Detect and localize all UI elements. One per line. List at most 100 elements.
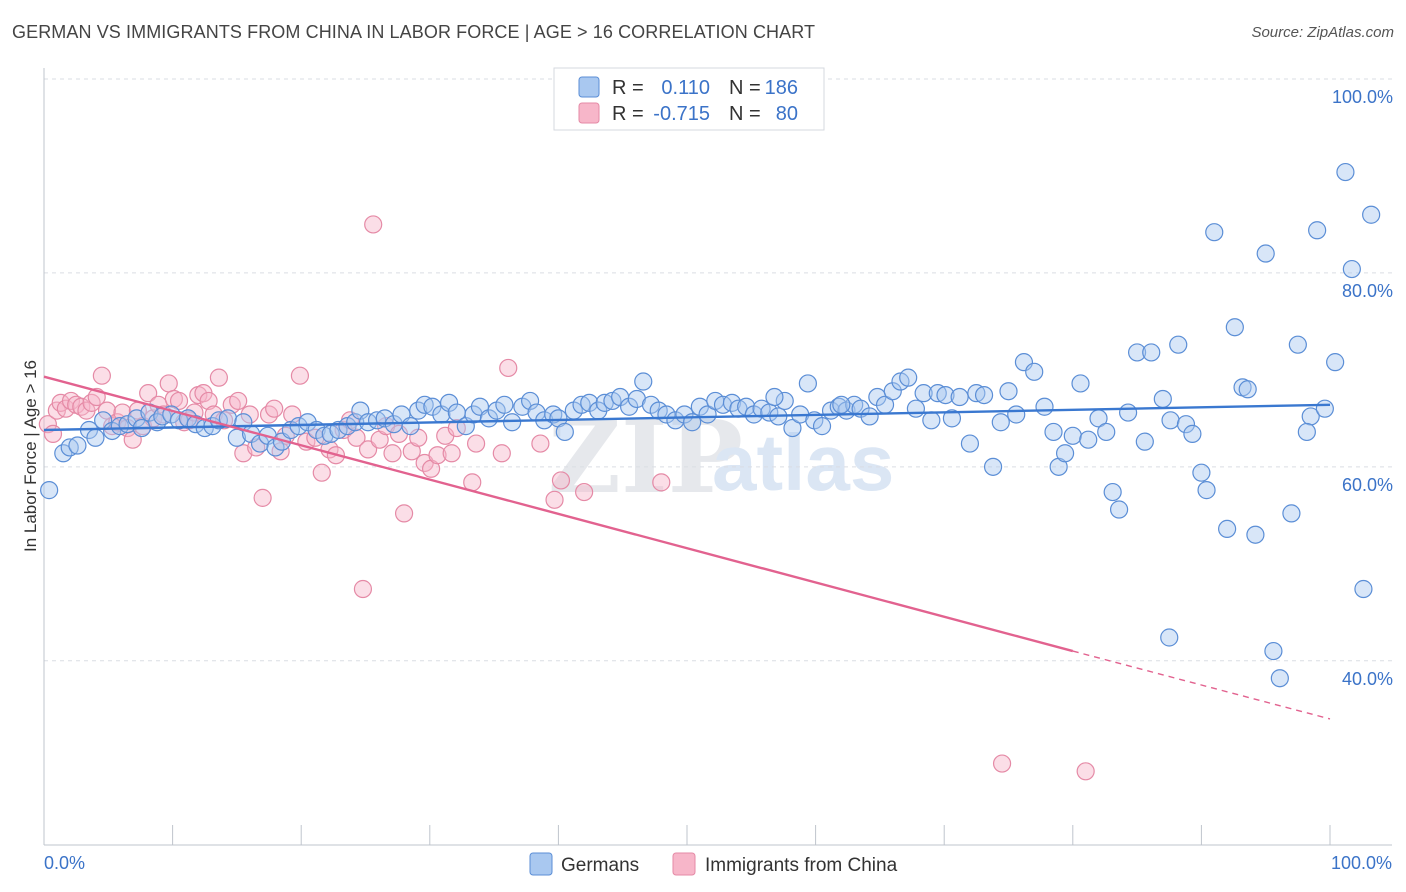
germans-point xyxy=(1160,628,1179,647)
stats-pink-n-label: N = xyxy=(729,103,761,125)
china-point xyxy=(259,405,279,424)
stats-blue-r-label: R = xyxy=(612,77,644,99)
x-tick-label-left: 0.0% xyxy=(44,853,85,873)
germans-point xyxy=(950,387,969,407)
china-point xyxy=(466,434,486,453)
germans-point xyxy=(68,436,87,455)
germans-point xyxy=(1109,500,1129,519)
germans-point xyxy=(1153,389,1172,409)
china-point xyxy=(652,473,671,492)
china-trend-line-extension xyxy=(1072,650,1331,720)
china-point xyxy=(492,444,511,463)
germans-point xyxy=(401,417,420,436)
germans-point xyxy=(148,413,167,432)
germans-point xyxy=(1183,424,1202,443)
germans-point xyxy=(1161,411,1180,430)
y-tick-label: 100.0% xyxy=(1332,87,1393,107)
germans-point xyxy=(1142,343,1161,362)
stats-swatch-blue xyxy=(578,76,600,98)
germans-point xyxy=(1218,519,1237,539)
stats-blue-r-value: 0.110 xyxy=(661,77,710,99)
germans-point xyxy=(1326,353,1345,372)
germans-point xyxy=(1288,335,1307,354)
germans-point xyxy=(1135,432,1154,451)
germans-point xyxy=(1270,669,1289,688)
germans-point xyxy=(1256,244,1275,263)
legend-swatch-china xyxy=(672,852,696,876)
stats-blue-n-label: N = xyxy=(729,77,761,99)
germans-point xyxy=(991,413,1010,432)
germans-point xyxy=(942,409,962,428)
germans-point xyxy=(832,395,851,414)
china-point xyxy=(992,754,1012,773)
germans-point xyxy=(634,372,653,391)
germans-point xyxy=(1297,422,1316,442)
germans-point xyxy=(999,382,1018,401)
germans-point xyxy=(1055,444,1075,463)
germans-point xyxy=(1079,430,1098,449)
china-point xyxy=(43,424,63,443)
germans-point xyxy=(439,393,459,412)
china-point xyxy=(199,391,218,411)
chart-title: GERMAN VS IMMIGRANTS FROM CHINA IN LABOR… xyxy=(12,22,816,42)
china-point xyxy=(38,415,57,434)
china-point xyxy=(209,368,228,387)
tick-labels: 0.0% 100.0% 40.0% 60.0% 80.0% 100.0% xyxy=(44,87,1393,873)
china-point xyxy=(394,504,414,523)
y-tick-label: 80.0% xyxy=(1342,281,1393,301)
china-point xyxy=(383,444,402,463)
germans-point xyxy=(1063,426,1082,445)
china-point xyxy=(312,463,331,482)
germans-point xyxy=(1169,335,1188,354)
stats-pink-n-value: 80 xyxy=(776,103,798,125)
germans-point xyxy=(620,397,639,416)
china-point xyxy=(428,446,447,465)
germans-point xyxy=(329,420,348,440)
germans-point xyxy=(346,413,365,432)
stats-pink-r-label: R = xyxy=(612,103,644,125)
legend-label-germans: Germans xyxy=(561,855,639,876)
germans-point xyxy=(1354,579,1373,599)
stats-blue-n-value: 186 xyxy=(765,77,798,99)
germans-point xyxy=(1192,463,1211,482)
y-axis-title: In Labor Force | Age > 16 xyxy=(21,360,40,552)
germans-point xyxy=(675,405,694,424)
germans-point xyxy=(798,374,817,393)
germans-point xyxy=(479,409,499,428)
germans-point xyxy=(936,385,955,405)
germans-point xyxy=(812,417,832,436)
x-tick-label-right: 100.0% xyxy=(1331,853,1392,873)
germans-point xyxy=(1264,641,1283,661)
chart-source: Source: ZipAtlas.com xyxy=(1251,24,1394,41)
watermark-atlas: atlas xyxy=(712,418,894,507)
germans-point xyxy=(1071,374,1090,393)
germans-point xyxy=(1315,399,1334,418)
germans-point xyxy=(40,481,59,500)
china-point xyxy=(551,471,571,490)
germans-point xyxy=(974,385,994,405)
germans-point xyxy=(1225,318,1244,337)
germans-point xyxy=(765,387,784,407)
china-trend-line xyxy=(43,375,1074,653)
trend-lines xyxy=(43,375,1331,720)
china-point xyxy=(169,391,189,411)
y-tick-label: 60.0% xyxy=(1342,475,1393,495)
china-point xyxy=(159,374,178,393)
stats-box: R = 0.110 N = 186 R = -0.715 N = 80 xyxy=(553,67,825,131)
china-point xyxy=(92,366,111,385)
germans-point xyxy=(1362,205,1381,224)
china-point xyxy=(229,391,248,411)
germans-point xyxy=(983,457,1003,476)
legend-label-china: Immigrants from China xyxy=(705,855,898,876)
china-point xyxy=(1076,762,1095,781)
china-point xyxy=(499,358,518,378)
china-point xyxy=(531,434,550,453)
germans-point xyxy=(698,405,717,424)
germans-point xyxy=(1118,403,1138,422)
legend-swatch-germans xyxy=(529,852,553,876)
germans-point xyxy=(1282,504,1301,523)
axes xyxy=(43,68,1392,846)
germans-point xyxy=(1025,362,1044,381)
stats-pink-r-value: -0.715 xyxy=(653,103,710,125)
germans-point xyxy=(899,368,918,387)
